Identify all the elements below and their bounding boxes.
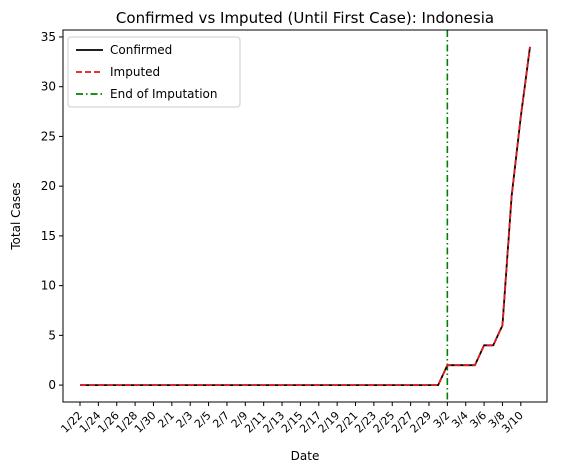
legend-box [67, 36, 241, 108]
x-tick-label: 2/7 [210, 409, 232, 431]
x-tick-label: 2/3 [174, 409, 196, 431]
x-tick-label: 1/30 [132, 409, 159, 436]
legend-label-confirmed: Confirmed [110, 43, 172, 57]
y-tick-label: 10 [41, 279, 56, 293]
x-tick-label: 2/1 [155, 409, 177, 431]
x-tick-label: 2/29 [407, 409, 434, 436]
x-axis-label: Date [291, 449, 320, 463]
chart-title: Confirmed vs Imputed (Until First Case):… [116, 9, 494, 27]
y-axis: 0 5 10 15 20 25 30 35 [41, 30, 63, 392]
y-tick-label: 35 [41, 30, 56, 44]
y-tick-label: 30 [41, 80, 56, 94]
x-tick-label: 3/4 [449, 409, 471, 431]
legend: Confirmed Imputed End of Imputation [67, 36, 241, 108]
plot-frame [62, 29, 548, 403]
x-axis: 1/221/241/261/281/302/12/32/52/72/92/112… [58, 402, 526, 436]
legend-label-imputed: Imputed [110, 65, 160, 79]
y-tick-label: 15 [41, 229, 56, 243]
x-tick-label: 3/10 [499, 409, 526, 436]
y-tick-label: 20 [41, 179, 56, 193]
legend-label-end-of-imputation: End of Imputation [110, 87, 218, 101]
y-tick-label: 5 [48, 328, 56, 342]
x-tick-label: 3/2 [431, 409, 453, 431]
y-axis-label: Total Cases [9, 182, 23, 250]
x-tick-label: 3/6 [467, 409, 489, 431]
y-tick-label: 25 [41, 129, 56, 143]
series-line-imputed [80, 46, 531, 386]
x-tick-label: 2/5 [192, 409, 214, 431]
y-tick-label: 0 [48, 378, 56, 392]
